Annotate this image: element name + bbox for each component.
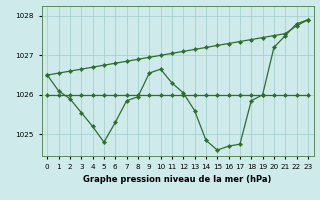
X-axis label: Graphe pression niveau de la mer (hPa): Graphe pression niveau de la mer (hPa) — [84, 175, 272, 184]
